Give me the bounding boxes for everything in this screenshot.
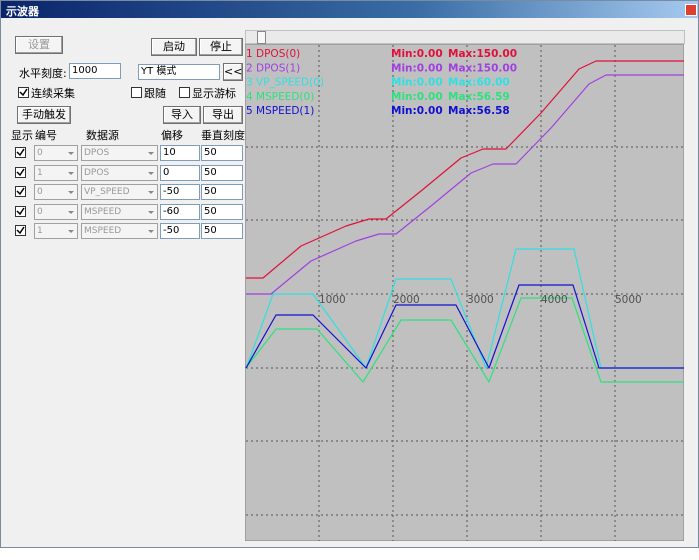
checkbox[interactable] [15,166,26,178]
horizontal-scale-label: 水平刻度: [19,67,67,80]
x-label: 2000 [393,294,420,306]
legend-name: 5 MSPEED(1) [246,105,314,117]
checkbox[interactable] [15,186,26,197]
trace [246,74,684,295]
checkbox[interactable] [15,147,26,158]
scale-input[interactable]: 50 [201,223,243,239]
plot-area: 1 DPOS(0) Min:0.00 Max:150.00 2 DPOS(1) Min:… [245,44,684,541]
stop-button[interactable]: 停止 [199,38,243,56]
source-select[interactable]: DPOS [81,145,158,161]
legend-min: Min:0.00 [391,62,443,74]
follow-label: 跟随 [144,87,166,100]
export-button[interactable]: 导出 [203,106,243,124]
scale-input[interactable]: 50 [201,203,243,220]
scale-input[interactable]: 50 [201,145,243,161]
x-label: 1000 [319,294,346,306]
legend-max: Max:56.58 [448,105,510,117]
checkbox[interactable] [15,225,26,236]
offset-input[interactable]: -60 [160,203,200,220]
plot-background [245,44,684,541]
source-select[interactable]: DPOS [81,164,158,181]
number-select[interactable]: 1 [34,223,78,239]
mode-select[interactable]: YT 模式 [138,64,220,80]
legend-name: 4 MSPEED(0) [246,91,314,103]
number-select[interactable]: 1 [34,164,78,181]
column-header: 偏移 [161,129,183,142]
collapse-button[interactable]: << [223,63,243,81]
number-select[interactable]: 0 [34,203,78,220]
column-header: 显示 [11,129,33,142]
source-select[interactable]: MSPEED [81,203,158,220]
window-title: 示波器 [6,5,39,18]
x-label: 3000 [467,294,494,306]
offset-input[interactable]: -50 [160,223,200,239]
settings-button[interactable]: 设置 [15,36,63,54]
x-label: 4000 [541,294,568,306]
scale-input[interactable]: 50 [201,164,243,181]
import-button[interactable]: 导入 [163,106,201,124]
column-header: 垂直刻度 [201,129,245,142]
trace [245,248,684,370]
continuous-capture-label: 连续采集 [31,87,75,100]
horizontal-scale-input[interactable]: 1000 [69,63,121,79]
scale-input[interactable]: 50 [201,184,243,200]
column-header: 编号 [35,129,57,142]
offset-input[interactable]: -50 [160,184,200,200]
close-button[interactable] [685,4,697,16]
title-bar [1,1,698,18]
show-cursor-label: 显示游标 [192,87,236,100]
start-button[interactable]: 启动 [151,38,197,56]
legend-name: 1 DPOS(0) [246,48,300,60]
legend-min: Min:0.00 [391,77,443,89]
checkbox[interactable] [15,205,26,217]
legend-min: Min:0.00 [391,48,443,60]
oscilloscope-window: 示波器 1 DPOS(0) Min:0.00 Max:150.00 2 DPOS(1)… [0,0,699,548]
legend-max: Max:150.00 [448,48,517,60]
trace [245,284,684,369]
number-select[interactable]: 0 [34,145,78,161]
legend-min: Min:0.00 [391,105,443,117]
manual-trigger-button[interactable]: 手动触发 [17,106,71,124]
legend-name: 2 DPOS(1) [246,62,300,74]
scrollbar[interactable] [245,30,685,44]
legend-min: Min:0.00 [391,91,443,103]
offset-input[interactable]: 0 [160,164,200,181]
legend-max: Max:56.59 [448,91,510,103]
column-header: 数据源 [86,129,119,142]
checkbox[interactable] [18,87,29,98]
scroll-thumb[interactable] [257,31,266,44]
legend-max: Max:60.00 [448,77,510,89]
number-select[interactable]: 0 [34,184,78,200]
x-label: 5000 [615,294,642,306]
legend-name: 3 VP_SPEED(0) [246,77,324,89]
source-select[interactable]: MSPEED [81,223,158,239]
checkbox[interactable] [179,87,190,98]
legend-max: Max:150.00 [448,62,517,74]
offset-input[interactable]: 10 [160,145,200,161]
trace [245,297,684,383]
trace [246,60,684,279]
source-select[interactable]: VP_SPEED [81,184,158,200]
checkbox[interactable] [131,87,142,98]
